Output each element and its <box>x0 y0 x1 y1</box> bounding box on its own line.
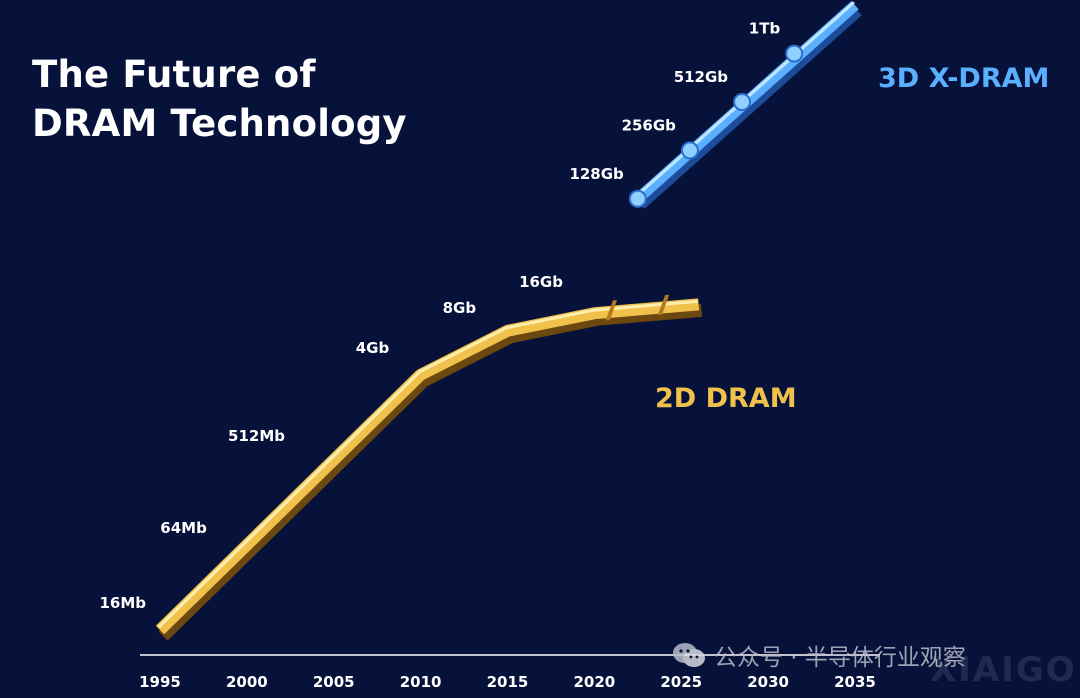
x-tick-label: 1995 <box>139 673 181 691</box>
x-tick-label: 2035 <box>834 673 876 691</box>
segment-gap <box>657 294 670 315</box>
data-label: 4Gb <box>356 339 390 357</box>
segment-gap <box>605 300 618 321</box>
x-tick-label: 2000 <box>226 673 268 691</box>
data-label: 64Mb <box>160 519 207 537</box>
series-line-2d-dram <box>155 298 700 635</box>
x-tick-label: 2020 <box>574 673 616 691</box>
data-label: 512Gb <box>674 68 729 86</box>
title-line-2: DRAM Technology <box>32 102 407 145</box>
series-shadow-0 <box>158 303 703 641</box>
series-name-2d-dram: 2D DRAM <box>655 383 797 414</box>
x-tick-label: 2005 <box>313 673 355 691</box>
series-name-3d-xdram: 3D X-DRAM <box>878 63 1049 94</box>
data-point-marker <box>785 44 804 63</box>
watermark-ghost: XIAIGO <box>930 650 1077 690</box>
x-tick-label: 2015 <box>487 673 529 691</box>
data-label: 16Mb <box>99 594 146 612</box>
data-point-marker <box>628 189 647 208</box>
wechat-icon <box>673 643 705 667</box>
x-tick-label: 2030 <box>747 673 789 691</box>
series-shadow-1 <box>637 7 862 209</box>
data-label: 16Gb <box>519 273 563 291</box>
data-label: 256Gb <box>622 116 677 134</box>
x-tick-label: 2010 <box>400 673 442 691</box>
watermark-text: 公众号 · 半导体行业观察 <box>714 645 966 671</box>
data-label: 8Gb <box>443 299 477 317</box>
series-highlight-0 <box>157 299 698 629</box>
watermark: 公众号 · 半导体行业观察 <box>672 638 966 672</box>
data-point-marker <box>733 93 752 111</box>
title-line-1: The Future of <box>32 53 316 96</box>
data-label: 128Gb <box>569 165 624 183</box>
x-tick-label: 2025 <box>660 673 702 691</box>
data-label: 1Tb <box>749 20 781 38</box>
data-label: 512Mb <box>228 427 285 445</box>
chart-title: The Future of DRAM Technology <box>32 50 407 148</box>
data-point-marker <box>680 141 699 160</box>
